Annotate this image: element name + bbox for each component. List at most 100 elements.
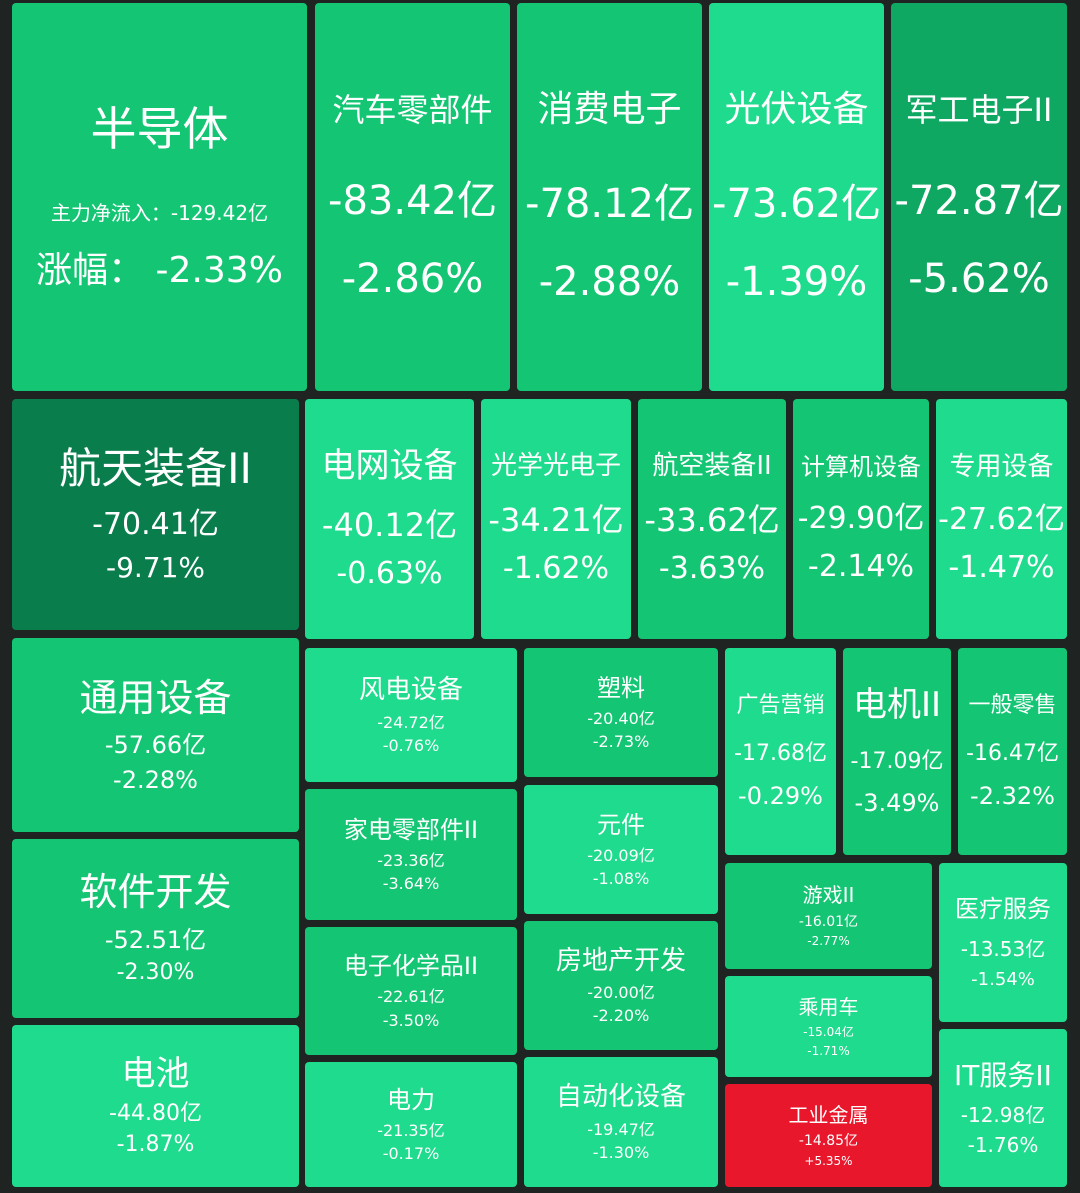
sector-name: 计算机设备 (801, 453, 921, 481)
sector-name: 通用设备 (79, 675, 232, 720)
sector-name: IT服务II (954, 1059, 1052, 1093)
sector-name: 电机II (852, 685, 942, 726)
net-inflow-value: -73.62亿 (712, 180, 881, 227)
net-inflow-value: -21.35亿 (377, 1120, 445, 1140)
change-value: -1.76% (967, 1132, 1039, 1157)
sector-name: 工业金属 (788, 1102, 869, 1127)
change-value: -1.87% (116, 1131, 195, 1157)
net-inflow-value: -16.47亿 (966, 741, 1059, 767)
change-value: +5.35% (804, 1153, 853, 1168)
sector-name: 医疗服务 (955, 894, 1051, 923)
change-value: -2.77% (807, 934, 850, 949)
net-inflow-value: -44.80亿 (109, 1101, 202, 1127)
net-inflow-value: -17.68亿 (734, 741, 827, 767)
sector-name: 电网设备 (321, 445, 458, 486)
sector-tile-1[interactable]: 汽车零部件 -83.42亿 -2.86% (315, 3, 510, 391)
sector-name: 航天装备II (59, 444, 252, 494)
sector-tile-29[interactable]: IT服务II -12.98亿 -1.76% (939, 1029, 1067, 1187)
net-inflow-value: -129.42亿 (170, 201, 269, 225)
net-inflow-value: -52.51亿 (104, 925, 207, 954)
net-inflow-value: -16.01亿 (798, 913, 859, 930)
sector-tile-10[interactable]: 专用设备 -27.62亿 -1.47% (936, 399, 1067, 639)
sector-tile-6[interactable]: 电网设备 -40.12亿 -0.63% (305, 399, 474, 639)
net-inflow-value: -27.62亿 (938, 502, 1065, 538)
sector-tile-8[interactable]: 航空装备II -33.62亿 -3.63% (638, 399, 786, 639)
sector-name: 家电零部件II (343, 815, 479, 844)
sector-tile-13[interactable]: 电池 -44.80亿 -1.87% (12, 1025, 299, 1187)
change-value: -1.39% (725, 258, 868, 305)
sector-tile-14[interactable]: 风电设备 -24.72亿 -0.76% (305, 648, 517, 782)
net-inflow-value: -20.00亿 (587, 983, 655, 1003)
sector-tile-24[interactable]: 一般零售 -16.47亿 -2.32% (958, 648, 1067, 855)
change-value: -0.29% (738, 781, 823, 810)
change-value: -5.62% (908, 256, 1050, 303)
sector-tile-2[interactable]: 消费电子 -78.12亿 -2.88% (517, 3, 702, 391)
sector-tile-25[interactable]: 游戏II -16.01亿 -2.77% (725, 863, 932, 969)
sector-tile-20[interactable]: 房地产开发 -20.00亿 -2.20% (524, 921, 718, 1050)
sector-tile-5[interactable]: 航天装备II -70.41亿 -9.71% (12, 399, 299, 630)
sector-tile-7[interactable]: 光学光电子 -34.21亿 -1.62% (481, 399, 631, 639)
sector-tile-23[interactable]: 电机II -17.09亿 -3.49% (843, 648, 951, 855)
sector-name: 消费电子 (537, 89, 682, 131)
change-row: 涨幅： -2.33% (36, 249, 283, 292)
change-value: -1.71% (807, 1043, 850, 1058)
sector-tile-3[interactable]: 光伏设备 -73.62亿 -1.39% (709, 3, 884, 391)
sector-tile-22[interactable]: 广告营销 -17.68亿 -0.29% (725, 648, 836, 855)
sector-name: 乘用车 (798, 994, 859, 1019)
sector-tile-12[interactable]: 软件开发 -52.51亿 -2.30% (12, 839, 299, 1018)
sector-tile-19[interactable]: 元件 -20.09亿 -1.08% (524, 785, 718, 914)
net-inflow-value: -83.42亿 (328, 178, 497, 225)
sector-name: 光伏设备 (724, 89, 869, 131)
change-label: 涨幅： (36, 250, 145, 291)
change-value: -2.30% (116, 960, 195, 986)
net-inflow-value: -24.72亿 (377, 712, 445, 732)
sector-tile-15[interactable]: 家电零部件II -23.36亿 -3.64% (305, 789, 517, 920)
change-value: -2.86% (341, 256, 484, 303)
net-inflow-value: -33.62亿 (644, 500, 780, 539)
sector-tile-26[interactable]: 医疗服务 -13.53亿 -1.54% (939, 863, 1067, 1022)
net-inflow-value: -22.61亿 (377, 987, 445, 1007)
net-inflow-value: -20.40亿 (587, 708, 655, 728)
sector-name: 元件 (597, 810, 645, 839)
sector-tile-0[interactable]: 半导体 主力净流入：-129.42亿 涨幅： -2.33% (12, 3, 307, 391)
sector-name: 塑料 (597, 673, 645, 702)
net-inflow-value: -13.53亿 (960, 936, 1046, 961)
net-inflow-value: -34.21亿 (488, 500, 624, 539)
sector-tile-21[interactable]: 自动化设备 -19.47亿 -1.30% (524, 1057, 718, 1187)
sector-name: 自动化设备 (555, 1082, 686, 1113)
sector-tile-9[interactable]: 计算机设备 -29.90亿 -2.14% (793, 399, 929, 639)
sector-name: 软件开发 (79, 870, 232, 915)
sector-tile-28[interactable]: 工业金属 -14.85亿 +5.35% (725, 1084, 932, 1187)
change-value: -2.88% (538, 258, 681, 305)
sector-name: 专用设备 (949, 451, 1054, 482)
sector-name: 风电设备 (358, 675, 463, 706)
net-inflow-value: -20.09亿 (587, 845, 655, 865)
sector-name: 游戏II (802, 883, 855, 908)
sector-tile-11[interactable]: 通用设备 -57.66亿 -2.28% (12, 638, 299, 832)
sector-tile-18[interactable]: 塑料 -20.40亿 -2.73% (524, 648, 718, 777)
change-value: -1.47% (948, 550, 1055, 586)
net-inflow-value: -15.04亿 (803, 1025, 854, 1040)
sector-tile-4[interactable]: 军工电子II -72.87亿 -5.62% (891, 3, 1067, 391)
net-inflow-value: -12.98亿 (960, 1102, 1046, 1127)
net-inflow-value: -40.12亿 (321, 505, 458, 544)
sector-tile-16[interactable]: 电子化学品II -22.61亿 -3.50% (305, 927, 517, 1055)
sector-tile-27[interactable]: 乘用车 -15.04亿 -1.71% (725, 976, 932, 1077)
change-value: -1.30% (592, 1142, 650, 1162)
change-value: -3.63% (658, 551, 766, 587)
net-inflow-value: -14.85亿 (798, 1133, 859, 1150)
net-inflow-value: -19.47亿 (587, 1119, 655, 1139)
net-inflow-value: -70.41亿 (92, 507, 219, 543)
change-value: -3.50% (382, 1010, 440, 1030)
net-inflow-value: -23.36亿 (377, 850, 445, 870)
net-inflow-value: -29.90亿 (797, 500, 925, 536)
change-value: -2.33% (144, 250, 283, 291)
change-value: -0.76% (382, 735, 440, 755)
sector-name: 房地产开发 (555, 945, 686, 976)
change-value: -1.54% (971, 968, 1035, 990)
change-value: -9.71% (105, 551, 206, 585)
sector-tile-17[interactable]: 电力 -21.35亿 -0.17% (305, 1062, 517, 1187)
change-value: -1.08% (592, 869, 650, 889)
sector-name: 一般零售 (968, 692, 1057, 718)
